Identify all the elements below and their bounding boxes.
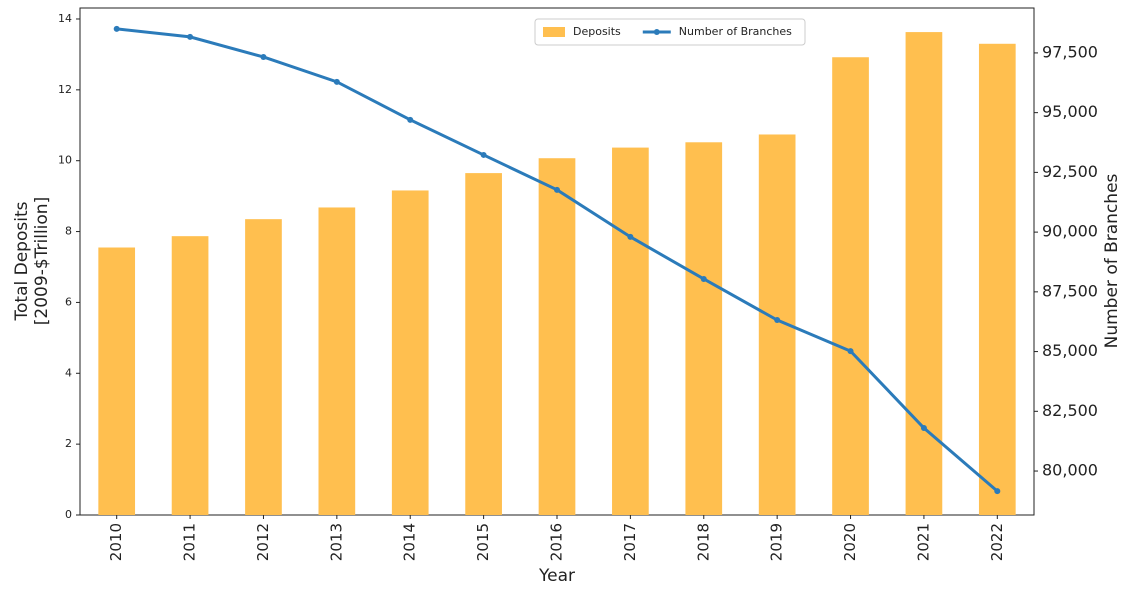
y2-tick-label: 90,000 — [1042, 222, 1098, 241]
bar — [171, 236, 209, 515]
legend: Deposits Number of Branches — [534, 18, 806, 46]
x-tick-label: 2015 — [474, 523, 492, 561]
y2-tick-label: 82,500 — [1042, 401, 1098, 420]
legend-swatch — [653, 29, 660, 35]
bar — [685, 142, 723, 516]
y-tick-label: 12 — [58, 83, 72, 96]
y-tick-label: 4 — [65, 366, 72, 379]
x-tick-label: 2016 — [548, 523, 566, 561]
bar — [905, 32, 943, 515]
line-marker — [407, 116, 414, 123]
y2-tick-label: 80,000 — [1042, 461, 1098, 480]
x-tick-label: 2010 — [107, 523, 125, 561]
y-tick-label: 0 — [65, 508, 72, 521]
y-tick-label: 2 — [65, 437, 72, 450]
x-tick-label: 2018 — [694, 523, 712, 561]
y-tick-label: 8 — [65, 225, 72, 238]
bar — [465, 173, 502, 515]
x-tick-label: 2013 — [327, 523, 345, 561]
legend-label: Deposits — [573, 25, 621, 38]
line-marker — [774, 317, 781, 324]
y2-tick-label: 85,000 — [1042, 341, 1098, 360]
line-marker — [554, 186, 560, 193]
y-tick-label: 14 — [58, 12, 72, 25]
y2-tick-label: 97,500 — [1042, 42, 1098, 61]
bar — [98, 247, 136, 515]
line-marker — [627, 233, 634, 240]
y-tick-label: 10 — [58, 154, 72, 167]
y2-axis-label: Number of Branches — [1102, 173, 1122, 348]
bar — [832, 57, 869, 516]
bar — [245, 219, 282, 515]
x-tick-label: 2011 — [181, 523, 199, 561]
y-axis-label: [2009-$Trillion] — [32, 197, 52, 325]
bar — [978, 43, 1016, 516]
y-tick-label: 6 — [65, 295, 72, 308]
legend-label: Number of Branches — [679, 25, 792, 38]
bar — [612, 147, 649, 515]
line-marker — [700, 275, 707, 282]
legend-swatch — [543, 27, 565, 37]
y2-tick-label: 95,000 — [1042, 102, 1098, 121]
line-marker — [994, 488, 1001, 495]
x-tick-label: 2019 — [768, 523, 786, 561]
x-tick-label: 2017 — [621, 523, 639, 561]
x-axis-label: Year — [538, 566, 575, 586]
x-tick-label: 2021 — [914, 523, 932, 561]
x-tick-label: 2012 — [254, 523, 272, 561]
line-marker — [480, 151, 487, 158]
bar — [538, 158, 576, 515]
line-marker — [260, 53, 267, 60]
bar — [318, 207, 356, 515]
x-tick-label: 2014 — [401, 523, 419, 561]
x-tick-label: 2020 — [841, 523, 859, 561]
bar — [391, 190, 429, 515]
line-marker — [920, 425, 927, 432]
y2-tick-label: 92,500 — [1042, 162, 1098, 181]
line-marker — [333, 78, 340, 85]
y-axis-label: Total Deposits — [12, 201, 32, 321]
line-marker — [187, 33, 194, 40]
y2-tick-label: 87,500 — [1042, 281, 1098, 300]
line-marker — [113, 25, 120, 32]
x-tick-label: 2022 — [988, 523, 1006, 561]
line-marker — [847, 348, 854, 355]
